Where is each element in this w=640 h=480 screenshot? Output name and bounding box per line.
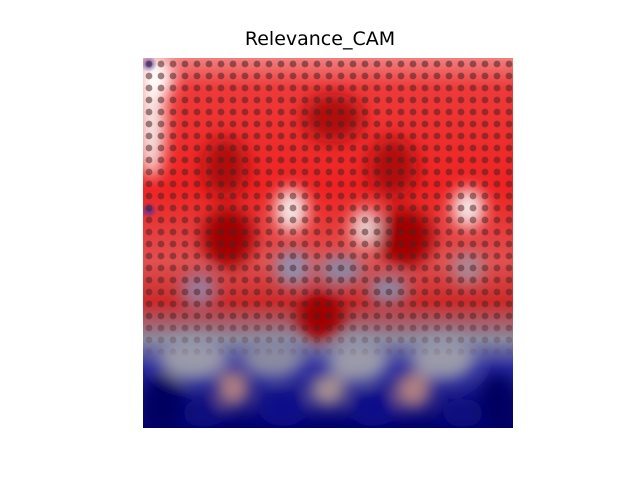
- relevance-cam-heatmap: [143, 58, 513, 428]
- heatmap-image: [143, 58, 513, 428]
- plot-title: Relevance_CAM: [244, 28, 396, 50]
